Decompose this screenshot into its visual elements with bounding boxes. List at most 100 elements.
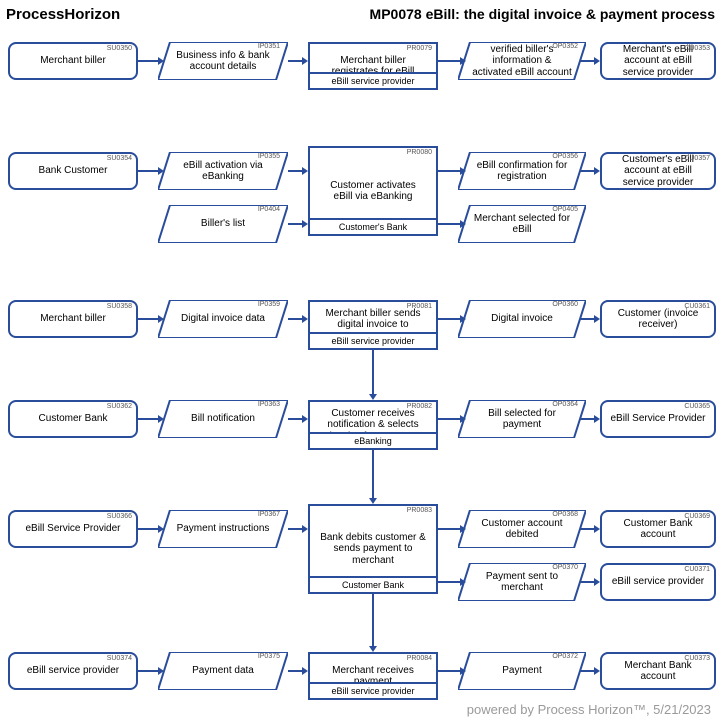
row4-output2-tag: OP0370 xyxy=(552,564,578,572)
row1-output2-tag: OP0405 xyxy=(552,206,578,214)
row3-source-tag: SU0362 xyxy=(107,403,132,411)
row5-output-label: Payment xyxy=(488,665,555,677)
row3-output-label: Bill selected for payment xyxy=(458,408,586,431)
row3-customer-tag: CU0365 xyxy=(684,403,710,411)
row1-output-tag: OP0356 xyxy=(552,153,578,161)
row1-process: PR0080 Customer activates eBill via eBan… xyxy=(308,146,438,236)
row2-source-label: Merchant biller xyxy=(40,313,106,325)
row5-customer-tag: CU0373 xyxy=(684,655,710,663)
row0-input-label: Business info & bank account details xyxy=(158,50,288,73)
row1-input2: IP0404 Biller's list xyxy=(158,205,288,243)
row5-source-tag: SU0374 xyxy=(107,655,132,663)
row0-process: PR0079 Merchant biller registrates for e… xyxy=(308,42,438,90)
row0-process-sub: eBill service provider xyxy=(310,72,436,88)
footer: powered by Process Horizon™, 5/21/2023 xyxy=(467,702,711,717)
row3-customer: CU0365 eBill Service Provider xyxy=(600,400,716,438)
row0-source: SU0350 Merchant biller xyxy=(8,42,138,80)
row5-process: PR0084 Merchant receives payment eBill s… xyxy=(308,652,438,700)
row1-process-tag: PR0080 xyxy=(407,149,432,157)
row2-input-label: Digital invoice data xyxy=(167,313,279,325)
row0-input: IP0351 Business info & bank account deta… xyxy=(158,42,288,80)
row4-a1 xyxy=(288,524,308,534)
row5-source: SU0374 eBill service provider xyxy=(8,652,138,690)
row1-customer-tag: CU0357 xyxy=(684,155,710,163)
row5-input-label: Payment data xyxy=(178,665,268,677)
row4-customer2: CU0371 eBill service provider xyxy=(600,563,716,601)
row4-process-tag: PR0083 xyxy=(407,507,432,515)
row2-input: IP0359 Digital invoice data xyxy=(158,300,288,338)
row1-output-label: eBill confirmation for registration xyxy=(458,160,586,183)
row1-customer: CU0357 Customer's eBill account at eBill… xyxy=(600,152,716,190)
row3-process-tag: PR0082 xyxy=(407,403,432,411)
row5-a1 xyxy=(288,666,308,676)
row4-source-label: eBill Service Provider xyxy=(25,523,120,535)
header-right: MP0078 eBill: the digital invoice & paym… xyxy=(370,6,715,22)
row5-output: OP0372 Payment xyxy=(458,652,586,690)
row4-customer-tag: CU0369 xyxy=(684,513,710,521)
row1-input-tag: IP0355 xyxy=(258,153,280,161)
row1-output2-label: Merchant selected for eBill xyxy=(458,213,586,236)
row0-output-tag: OP0352 xyxy=(552,43,578,51)
vlink0 xyxy=(368,350,378,400)
row3-process-sub: eBanking xyxy=(310,432,436,448)
row2-output-tag: OP0360 xyxy=(552,301,578,309)
row5-process-sub: eBill service provider xyxy=(310,682,436,698)
row3-output-tag: OP0364 xyxy=(552,401,578,409)
row5-input: IP0375 Payment data xyxy=(158,652,288,690)
row1-input2-tag: IP0404 xyxy=(258,206,280,214)
row2-process-tag: PR0081 xyxy=(407,303,432,311)
row2-source-tag: SU0358 xyxy=(107,303,132,311)
row5-output-tag: OP0372 xyxy=(552,653,578,661)
row3-source-label: Customer Bank xyxy=(39,413,108,425)
row1-a1 xyxy=(288,166,308,176)
row3-customer-label: eBill Service Provider xyxy=(610,413,705,425)
row4-output-tag: OP0368 xyxy=(552,511,578,519)
row0-source-tag: SU0350 xyxy=(107,45,132,53)
row0-output: OP0352 verified biller's information & a… xyxy=(458,42,586,80)
row4-output-label: Customer account debited xyxy=(458,518,586,541)
row4-customer2-tag: CU0371 xyxy=(684,566,710,574)
row3-a1 xyxy=(288,414,308,424)
row1-source-label: Bank Customer xyxy=(39,165,108,177)
row2-output: OP0360 Digital invoice xyxy=(458,300,586,338)
row4-process: PR0083 Bank debits customer & sends paym… xyxy=(308,504,438,594)
row3-input-label: Bill notification xyxy=(177,413,269,425)
row4-input-label: Payment instructions xyxy=(163,523,284,535)
row1-source: SU0354 Bank Customer xyxy=(8,152,138,190)
row4-output2-label: Payment sent to merchant xyxy=(458,571,586,594)
row0-a1 xyxy=(288,56,308,66)
row1-output2: OP0405 Merchant selected for eBill xyxy=(458,205,586,243)
row2-process-sub: eBill service provider xyxy=(310,332,436,348)
row1-input2-label: Biller's list xyxy=(187,218,259,230)
row4-source-tag: SU0366 xyxy=(107,513,132,521)
row4-output: OP0368 Customer account debited xyxy=(458,510,586,548)
row1-source-tag: SU0354 xyxy=(107,155,132,163)
row3-input: IP0363 Bill notification xyxy=(158,400,288,438)
row0-source-label: Merchant biller xyxy=(40,55,106,67)
row4-output2: OP0370 Payment sent to merchant xyxy=(458,563,586,601)
vlink2 xyxy=(368,594,378,652)
row5-process-tag: PR0084 xyxy=(407,655,432,663)
row3-source: SU0362 Customer Bank xyxy=(8,400,138,438)
row4-input-tag: IP0367 xyxy=(258,511,280,519)
row2-a1 xyxy=(288,314,308,324)
row3-input-tag: IP0363 xyxy=(258,401,280,409)
row1-output: OP0356 eBill confirmation for registrati… xyxy=(458,152,586,190)
row2-output-label: Digital invoice xyxy=(477,313,567,325)
row5-source-label: eBill service provider xyxy=(27,665,119,677)
row2-process: PR0081 Merchant biller sends digital inv… xyxy=(308,300,438,350)
row2-customer: CU0361 Customer (invoice receiver) xyxy=(600,300,716,338)
row4-customer: CU0369 Customer Bank account xyxy=(600,510,716,548)
header-left: ProcessHorizon xyxy=(6,6,120,23)
row4-input: IP0367 Payment instructions xyxy=(158,510,288,548)
row5-customer: CU0373 Merchant Bank account xyxy=(600,652,716,690)
row2-customer-tag: CU0361 xyxy=(684,303,710,311)
row3-output: OP0364 Bill selected for payment xyxy=(458,400,586,438)
row2-input-tag: IP0359 xyxy=(258,301,280,309)
row2-source: SU0358 Merchant biller xyxy=(8,300,138,338)
vlink1 xyxy=(368,450,378,504)
row1-input-label: eBill activation via eBanking xyxy=(158,160,288,183)
row3-process: PR0082 Customer receives notification & … xyxy=(308,400,438,450)
row4-source: SU0366 eBill Service Provider xyxy=(8,510,138,548)
row0-customer: CU0353 Merchant's eBill account at eBill… xyxy=(600,42,716,80)
